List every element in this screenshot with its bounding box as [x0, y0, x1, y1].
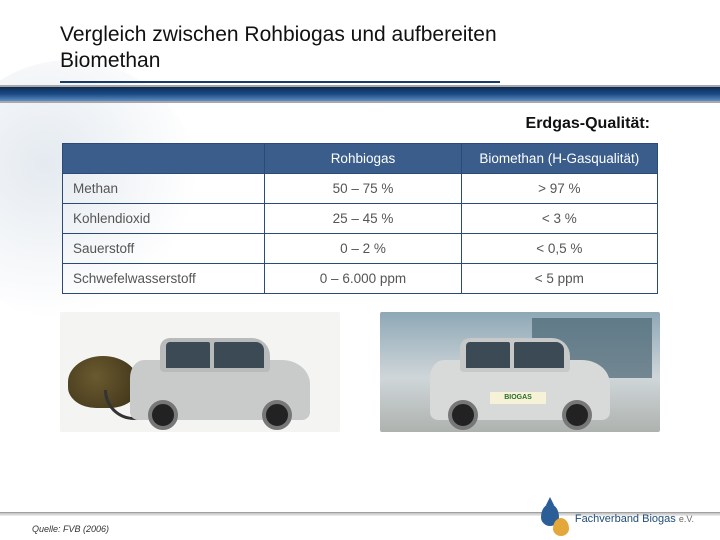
row-v1: 0 – 2 %: [265, 233, 461, 263]
title-line-1: Vergleich zwischen Rohbiogas und aufbere…: [60, 23, 497, 46]
car-icon: [130, 360, 310, 420]
logo-text: Fachverband Biogas e.V.: [575, 514, 694, 525]
row-v2: < 0,5 %: [461, 233, 657, 263]
image-biomethan-car: BIOGAS: [380, 312, 660, 432]
logo-mark-icon: [535, 502, 569, 536]
images-row: BIOGAS: [0, 294, 720, 432]
slide-title: Vergleich zwischen Rohbiogas und aufbere…: [0, 0, 560, 81]
logo-suffix: e.V.: [679, 514, 694, 524]
table-header-row: Rohbiogas Biomethan (H-Gasqualität): [63, 143, 658, 173]
row-v1: 25 – 45 %: [265, 203, 461, 233]
table-header-biomethan: Biomethan (H-Gasqualität): [461, 143, 657, 173]
table-row: Schwefelwasserstoff 0 – 6.000 ppm < 5 pp…: [63, 263, 658, 293]
table-row: Methan 50 – 75 % > 97 %: [63, 173, 658, 203]
subtitle: Erdgas-Qualität:: [0, 101, 720, 143]
image-rohbiogas-car: [60, 312, 340, 432]
source-citation: Quelle: FVB (2006): [32, 524, 109, 534]
row-v1: 50 – 75 %: [265, 173, 461, 203]
table-header-blank: [63, 143, 265, 173]
header-banner: [0, 87, 720, 101]
fachverband-logo: Fachverband Biogas e.V.: [535, 502, 694, 536]
table-header-rohbiogas: Rohbiogas: [265, 143, 461, 173]
row-v1: 0 – 6.000 ppm: [265, 263, 461, 293]
row-label: Schwefelwasserstoff: [63, 263, 265, 293]
title-underline: [60, 81, 500, 83]
biogas-plate: BIOGAS: [490, 392, 546, 404]
row-v2: > 97 %: [461, 173, 657, 203]
row-label: Sauerstoff: [63, 233, 265, 263]
row-label: Methan: [63, 173, 265, 203]
logo-main-text: Fachverband Biogas: [575, 513, 676, 525]
car-icon: [430, 360, 610, 420]
row-label: Kohlendioxid: [63, 203, 265, 233]
table-row: Kohlendioxid 25 – 45 % < 3 %: [63, 203, 658, 233]
table-row: Sauerstoff 0 – 2 % < 0,5 %: [63, 233, 658, 263]
title-line-2: Biomethan: [60, 49, 160, 72]
row-v2: < 5 ppm: [461, 263, 657, 293]
row-v2: < 3 %: [461, 203, 657, 233]
comparison-table: Rohbiogas Biomethan (H-Gasqualität) Meth…: [62, 143, 658, 294]
comparison-table-wrap: Rohbiogas Biomethan (H-Gasqualität) Meth…: [0, 143, 720, 294]
